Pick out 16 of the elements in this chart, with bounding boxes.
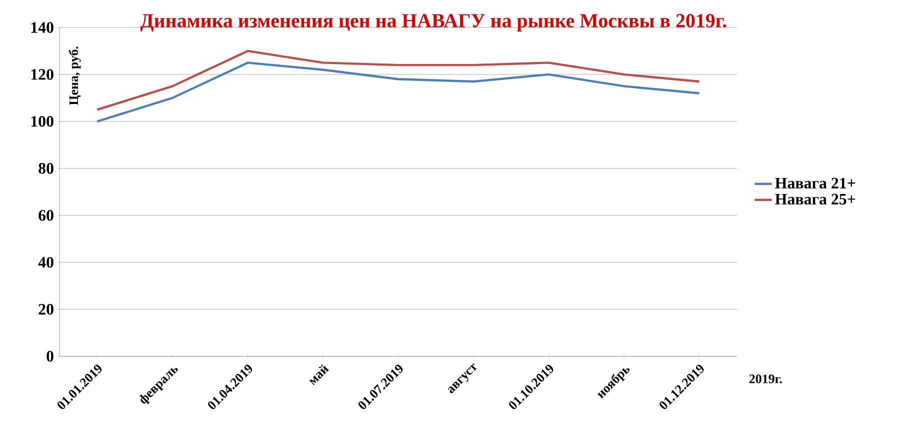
y-tick-label: 140: [31, 22, 54, 33]
y-tick-label: 20: [38, 304, 54, 315]
y-tick-label: 60: [38, 210, 54, 221]
y-tick-label: 80: [38, 163, 54, 174]
y-tick-label: 100: [31, 116, 54, 127]
line-series: [96, 62, 700, 123]
legend-label: Навага 25+: [775, 194, 856, 205]
y-tick-label: 40: [38, 256, 54, 268]
y-axis-title: Цена, руб.: [68, 46, 81, 106]
x-tick-label: май: [309, 364, 330, 386]
x-axis-title: 2019г.: [749, 374, 782, 384]
line-series: [96, 50, 700, 111]
y-tick-label: 120: [31, 69, 54, 80]
legend-label: Навага 21+: [775, 178, 856, 189]
y-tick-label: 0: [46, 350, 54, 362]
chart-title: Динамика изменения цен на НАВАГУ на рынке Москвы в 2019г.: [140, 14, 726, 32]
